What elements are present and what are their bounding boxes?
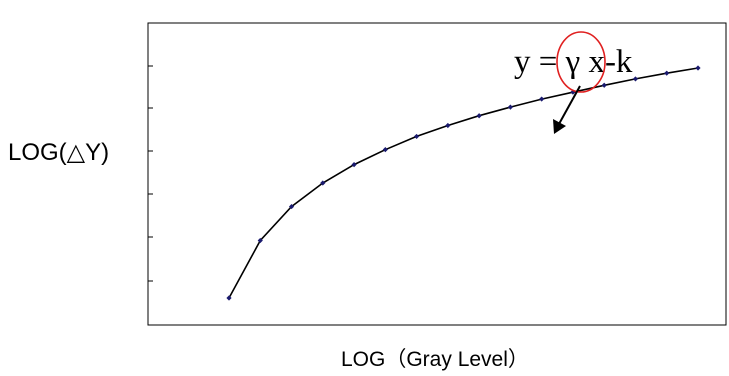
data-point [664,70,670,76]
y-axis-ticks [148,22,153,326]
data-point [226,295,232,301]
series-layer [226,65,701,301]
data-point [476,113,482,119]
equation-annotation: y = γ x-k [514,44,633,80]
annotation-arrow [558,85,581,125]
data-point [632,76,639,82]
data-point [320,180,326,186]
plot-frame [147,22,727,326]
data-point [382,147,388,153]
data-point [601,82,607,88]
data-point [695,65,701,71]
data-point [414,133,420,140]
gamma-highlight-circle [556,31,606,93]
data-point [288,203,295,210]
data-point [257,237,263,244]
x-axis-label: LOG（Gray Level） [341,348,529,371]
data-point [507,104,513,110]
data-point [351,162,357,168]
annotation-arrowhead [553,119,566,134]
data-point [445,122,451,129]
y-axis-label: LOG(△Y) [8,139,109,166]
data-point [539,96,545,102]
series-line [228,67,699,299]
